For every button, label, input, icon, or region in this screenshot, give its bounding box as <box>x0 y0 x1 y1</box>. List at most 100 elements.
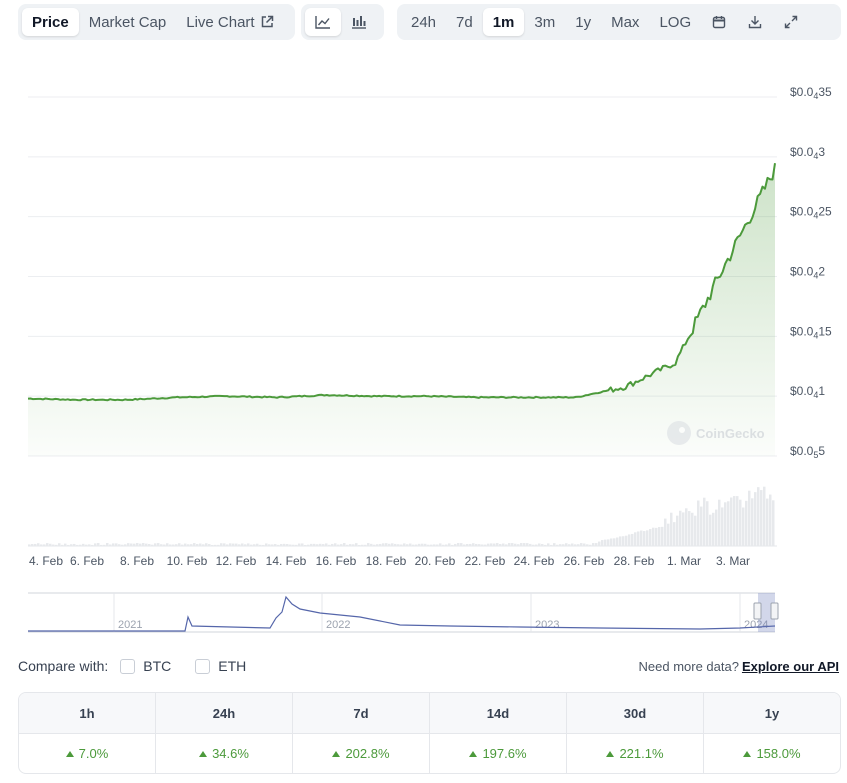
fullscreen-button[interactable] <box>773 8 809 36</box>
download-button[interactable] <box>737 8 773 36</box>
volume-bar <box>286 544 289 546</box>
volume-bar <box>610 538 613 546</box>
range-3m[interactable]: 3m <box>534 13 556 31</box>
compare-eth-label: ETH <box>218 658 247 674</box>
volume-bar <box>52 544 55 546</box>
price-area-fill <box>28 163 775 456</box>
x-axis-tick-label: 24. Feb <box>514 554 555 568</box>
volume-bar <box>346 544 349 546</box>
perf-value: 158.0% <box>704 734 840 773</box>
volume-bar <box>130 543 133 546</box>
volume-bar <box>295 544 298 546</box>
volume-bar <box>499 544 502 546</box>
volume-bar <box>748 490 751 546</box>
volume-bar <box>616 537 619 546</box>
volume-bar <box>214 544 217 546</box>
volume-bar <box>280 544 283 546</box>
range-navigator[interactable]: 2021 2022 2023 2024 <box>28 592 779 633</box>
volume-bar <box>358 544 361 546</box>
gridlines <box>28 96 777 547</box>
volume-bar <box>124 544 127 546</box>
volume-bar <box>490 543 493 546</box>
volume-bar <box>667 523 670 546</box>
volume-bar <box>565 543 568 546</box>
range-24h[interactable]: 24h <box>411 13 437 31</box>
perf-change: 197.6% <box>482 746 527 761</box>
range-max[interactable]: Max <box>611 13 640 31</box>
candlestick-chart-button[interactable] <box>341 8 377 36</box>
volume-bar <box>523 543 526 546</box>
expand-icon <box>784 15 798 29</box>
volume-bar <box>550 544 553 546</box>
checkbox-box[interactable] <box>120 658 136 674</box>
price-line <box>27 163 776 402</box>
volume-bar <box>436 544 439 546</box>
range-1y[interactable]: 1y <box>575 13 592 31</box>
explore-api-link[interactable]: Explore our API <box>741 658 839 674</box>
volume-bar <box>241 543 244 546</box>
volume-bar <box>262 544 265 546</box>
x-axis-tick-label: 16. Feb <box>316 554 357 568</box>
x-axis-tick-label: 22. Feb <box>465 554 506 568</box>
compare-eth-checkbox[interactable]: ETH <box>195 658 246 674</box>
checkbox-box[interactable] <box>195 658 211 674</box>
price-chart[interactable]: $0.0435 $0.043 $0.0425 $0.042 $0.0415 $0.041 $… <box>0 60 847 640</box>
volume-bar <box>547 543 550 546</box>
tab-price[interactable]: Price <box>22 8 79 36</box>
volume-bar <box>373 544 376 546</box>
volume-bar <box>148 543 151 546</box>
volume-bar <box>460 543 463 546</box>
volume-bar <box>163 544 166 546</box>
volume-bar <box>364 544 367 546</box>
volume-bar <box>76 544 79 546</box>
volume-bar <box>349 544 352 546</box>
volume-bar <box>118 544 121 546</box>
range-7d[interactable]: 7d <box>456 13 473 31</box>
volume-bar <box>82 543 85 546</box>
volume-bar <box>679 510 682 546</box>
volume-bar <box>592 543 595 546</box>
volume-bar <box>40 544 43 546</box>
volume-bar <box>556 544 559 546</box>
volume-bar <box>91 544 94 546</box>
line-chart-button[interactable] <box>305 8 341 36</box>
navigator-selection[interactable] <box>758 593 775 632</box>
volume-bar <box>208 544 211 546</box>
volume-bar <box>334 543 337 546</box>
range-1m[interactable]: 1m <box>482 8 525 36</box>
volume-bar <box>223 543 226 546</box>
x-axis-tick-label: 3. Mar <box>716 554 750 568</box>
volume-bar <box>37 543 40 546</box>
volume-bar <box>31 543 34 546</box>
volume-bar <box>580 543 583 546</box>
volume-bar <box>157 543 160 546</box>
volume-bar <box>742 507 745 546</box>
volume-bar <box>247 543 250 546</box>
volume-bar <box>559 544 562 546</box>
y-axis-tick-label: $0.0425 <box>790 205 832 221</box>
tab-market-cap[interactable]: Market Cap <box>88 13 167 31</box>
volume-bar <box>307 544 310 546</box>
volume-bar <box>28 544 31 546</box>
volume-bar <box>451 544 454 546</box>
volume-bar <box>103 544 106 546</box>
volume-bar <box>136 543 139 546</box>
volume-bar <box>727 501 730 546</box>
volume-bar <box>115 543 118 546</box>
volume-bar <box>253 544 256 546</box>
volume-bar <box>388 543 391 546</box>
range-log[interactable]: LOG <box>659 13 692 31</box>
compare-row: Compare with: BTC ETH Need more data? Ex… <box>18 656 839 676</box>
perf-change: 158.0% <box>756 746 801 761</box>
volume-bar <box>433 544 436 546</box>
volume-bar <box>127 543 130 546</box>
volume-bar <box>67 544 70 546</box>
volume-bar <box>511 543 514 546</box>
tab-live-chart[interactable]: Live Chart <box>176 8 283 36</box>
volume-bar <box>217 544 220 546</box>
navigator-handle-right[interactable] <box>770 602 779 620</box>
navigator-handle-left[interactable] <box>753 602 762 620</box>
date-picker-button[interactable] <box>701 8 737 36</box>
compare-btc-checkbox[interactable]: BTC <box>120 658 171 674</box>
caret-up-icon <box>332 750 341 757</box>
